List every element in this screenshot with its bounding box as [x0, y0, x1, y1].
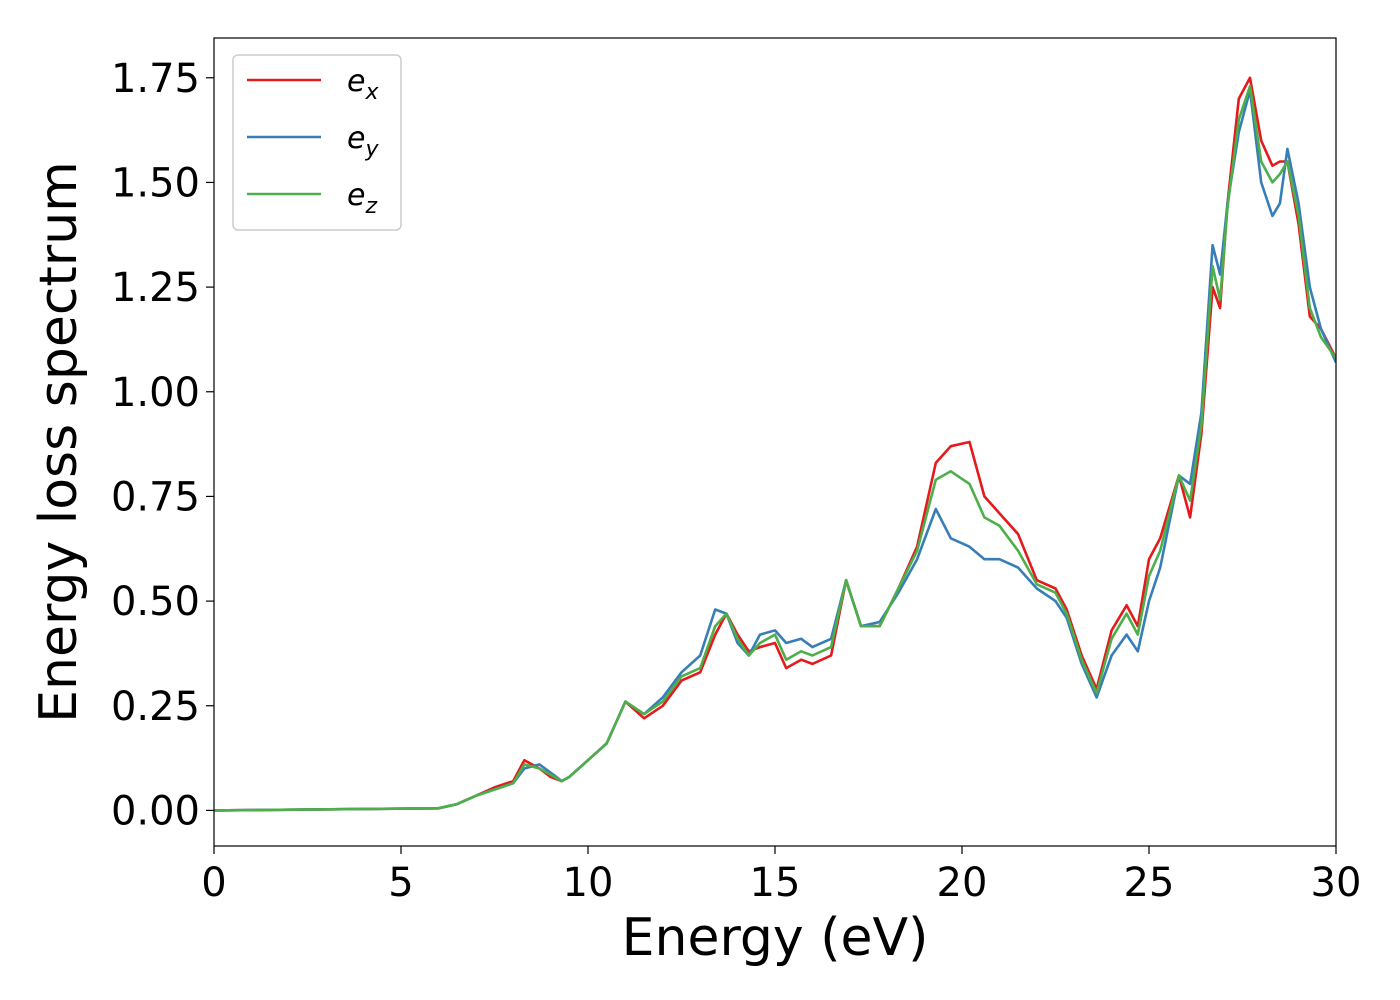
legend-label-base: e: [347, 178, 365, 213]
y-tick-label: 0.75: [111, 474, 200, 520]
y-axis-label: Energy loss spectrum: [29, 161, 89, 723]
legend-label-ex: ex: [347, 64, 379, 105]
legend-box: [232, 54, 402, 231]
legend-label-base: e: [347, 64, 365, 99]
x-tick-label: 30: [1311, 860, 1362, 906]
legend-label-subscript: x: [364, 80, 379, 105]
legend-label-subscript: y: [364, 137, 379, 162]
x-tick-label: 5: [388, 860, 413, 906]
y-tick-label: 0.50: [111, 579, 200, 625]
x-axis: 0 5 10 15 20 25 30: [201, 846, 1361, 906]
y-tick-label: 0.00: [111, 788, 200, 834]
x-tick-label: 15: [750, 860, 801, 906]
x-axis-label: Energy (eV): [622, 908, 929, 968]
y-tick-label: 1.25: [111, 265, 200, 311]
legend-label-subscript: z: [364, 194, 377, 219]
y-tick-label: 0.25: [111, 684, 200, 730]
x-tick-label: 25: [1124, 860, 1175, 906]
legend-label-base: e: [347, 121, 365, 156]
series-layer: [214, 76, 1336, 812]
legend-label-ey: ey: [347, 121, 379, 162]
y-tick-label: 1.50: [111, 160, 200, 206]
y-tick-label: 1.00: [111, 370, 200, 416]
series-line-ez: [214, 84, 1336, 812]
legend-label-ez: ez: [347, 178, 377, 219]
y-tick-label: 1.75: [111, 56, 200, 102]
y-axis: 0.00 0.25 0.50 0.75 1.00 1.25 1.50 1.75: [111, 56, 214, 834]
x-tick-label: 10: [563, 860, 614, 906]
x-tick-label: 0: [201, 860, 226, 906]
x-tick-label: 20: [937, 860, 988, 906]
